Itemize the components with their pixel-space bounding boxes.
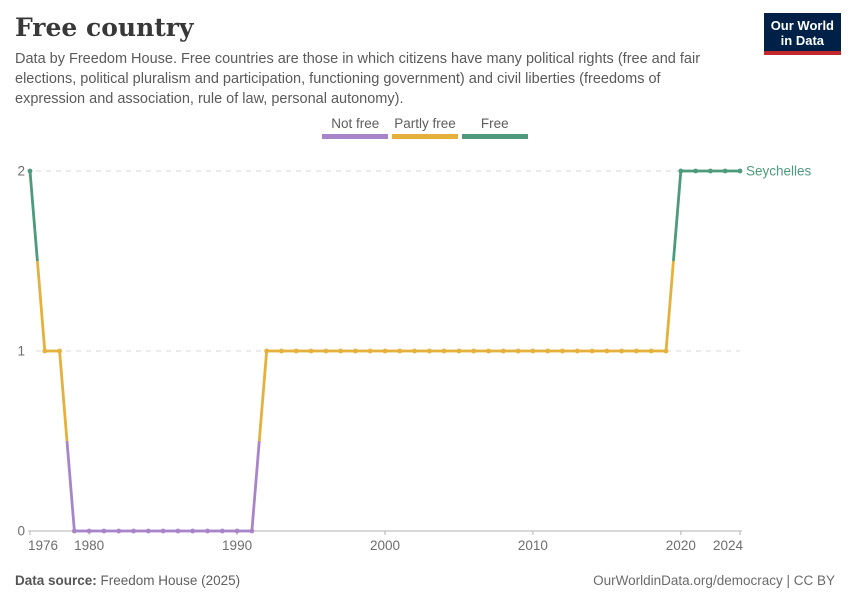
data-point-marker[interactable] bbox=[71, 528, 77, 534]
data-point-marker[interactable] bbox=[441, 348, 447, 354]
data-point-marker[interactable] bbox=[648, 348, 654, 354]
line-segment bbox=[36, 260, 47, 352]
data-point-marker[interactable] bbox=[101, 528, 107, 534]
data-point-marker[interactable] bbox=[500, 348, 506, 354]
data-point-marker[interactable] bbox=[382, 348, 388, 354]
data-point-marker[interactable] bbox=[545, 348, 551, 354]
data-point-marker[interactable] bbox=[353, 348, 358, 354]
data-point-marker[interactable] bbox=[560, 348, 565, 354]
legend-item-not-free[interactable]: Not free bbox=[322, 116, 389, 139]
data-source: Data source: Freedom House (2025) bbox=[15, 573, 240, 588]
entity-label[interactable]: Seychelles bbox=[746, 164, 812, 179]
subtitle-line: expression and association, rule of law,… bbox=[15, 91, 404, 107]
x-tick-label: 1990 bbox=[222, 538, 252, 553]
data-point-marker[interactable] bbox=[175, 528, 181, 534]
license-label: | CC BY bbox=[782, 573, 835, 588]
legend-item-partly-free[interactable]: Partly free bbox=[390, 116, 460, 139]
data-source-value: Freedom House (2025) bbox=[96, 573, 241, 588]
line-segment bbox=[250, 440, 261, 532]
data-point-marker[interactable] bbox=[308, 348, 314, 354]
owid-logo-line1: Our World bbox=[770, 18, 834, 33]
data-point-marker[interactable] bbox=[486, 348, 491, 354]
data-point-marker[interactable] bbox=[57, 348, 62, 354]
legend-swatch-partly-free bbox=[392, 134, 458, 139]
data-point-marker[interactable] bbox=[663, 348, 669, 354]
x-tick-label: 1976 bbox=[28, 538, 58, 553]
data-point-marker[interactable] bbox=[530, 348, 536, 354]
y-tick-label: 2 bbox=[17, 164, 25, 179]
data-point-marker[interactable] bbox=[708, 168, 713, 174]
legend-swatch-free bbox=[461, 134, 528, 139]
attribution: OurWorldinData.org/democracy | CC BY bbox=[593, 573, 835, 588]
data-point-marker[interactable] bbox=[412, 348, 417, 354]
chart-subtitle: Data by Freedom House. Free countries ar… bbox=[15, 49, 835, 109]
x-tick-label: 1980 bbox=[74, 538, 104, 553]
line-segment bbox=[672, 170, 683, 262]
legend-item-free[interactable]: Free bbox=[461, 116, 528, 139]
data-point-marker[interactable] bbox=[574, 348, 580, 354]
data-point-marker[interactable] bbox=[634, 348, 639, 354]
data-point-marker[interactable] bbox=[86, 528, 92, 534]
owid-logo-line2: in Data bbox=[780, 33, 825, 48]
line-segment bbox=[65, 440, 76, 532]
data-point-marker[interactable] bbox=[190, 528, 196, 534]
data-point-marker[interactable] bbox=[397, 348, 403, 354]
data-point-marker[interactable] bbox=[145, 528, 151, 534]
line-segment bbox=[28, 170, 39, 262]
subtitle-line: elections, political pluralism and parti… bbox=[15, 71, 661, 87]
subtitle-line: Data by Freedom House. Free countries ar… bbox=[15, 51, 701, 67]
data-point-marker[interactable] bbox=[42, 348, 48, 354]
data-point-marker[interactable] bbox=[293, 348, 299, 354]
data-point-marker[interactable] bbox=[160, 528, 166, 534]
chart-footer: Data source: Freedom House (2025) OurWor… bbox=[0, 564, 850, 588]
data-point-marker[interactable] bbox=[323, 348, 329, 354]
legend-label: Not free bbox=[331, 116, 380, 131]
data-source-label: Data source: bbox=[15, 573, 97, 588]
legend-swatch-not-free bbox=[322, 134, 389, 139]
line-segment bbox=[664, 260, 675, 352]
data-point-marker[interactable] bbox=[116, 528, 122, 534]
data-point-marker[interactable] bbox=[338, 348, 344, 354]
data-point-marker[interactable] bbox=[737, 168, 743, 174]
data-point-marker[interactable] bbox=[722, 168, 728, 174]
data-point-marker[interactable] bbox=[589, 348, 595, 354]
data-point-marker[interactable] bbox=[219, 528, 225, 534]
data-point-marker[interactable] bbox=[27, 168, 33, 174]
chart-svg: 0 1 2 1976 1980 1990 2000 2010 2020 2024 Seychelle… bbox=[17, 164, 812, 554]
data-point-marker[interactable] bbox=[426, 348, 432, 354]
data-point-marker[interactable] bbox=[131, 528, 136, 534]
owid-logo[interactable]: Our World in Data bbox=[763, 13, 841, 55]
line-segment bbox=[58, 350, 69, 442]
y-tick-label: 0 bbox=[17, 524, 25, 539]
page-title: Free country bbox=[15, 13, 194, 42]
data-point-marker[interactable] bbox=[234, 528, 240, 534]
data-point-marker[interactable] bbox=[279, 348, 284, 354]
legend-label: Free bbox=[480, 116, 509, 131]
data-point-marker[interactable] bbox=[249, 528, 255, 534]
data-point-marker[interactable] bbox=[619, 348, 625, 354]
data-point-marker[interactable] bbox=[604, 348, 610, 354]
x-tick-label: 2020 bbox=[666, 538, 696, 553]
data-point-marker[interactable] bbox=[678, 168, 684, 174]
data-point-marker[interactable] bbox=[471, 348, 477, 354]
owid-url-link[interactable]: OurWorldinData.org/democracy bbox=[593, 573, 783, 588]
legend-label: Partly free bbox=[394, 116, 456, 131]
x-tick-label: 2000 bbox=[370, 538, 400, 553]
data-point-marker[interactable] bbox=[515, 348, 521, 354]
data-point-marker[interactable] bbox=[693, 168, 699, 174]
chart-header: Free country Data by Freedom House. Free… bbox=[0, 0, 850, 109]
x-tick-label: 2010 bbox=[518, 538, 548, 553]
data-point-marker[interactable] bbox=[367, 348, 373, 354]
data-point-marker[interactable] bbox=[264, 348, 270, 354]
y-tick-label: 1 bbox=[17, 344, 25, 359]
data-point-marker[interactable] bbox=[205, 528, 210, 534]
x-tick-label: 2024 bbox=[713, 538, 744, 553]
legend: Not free Partly free Free bbox=[0, 116, 850, 139]
line-segment bbox=[257, 350, 269, 442]
data-point-marker[interactable] bbox=[456, 348, 462, 354]
